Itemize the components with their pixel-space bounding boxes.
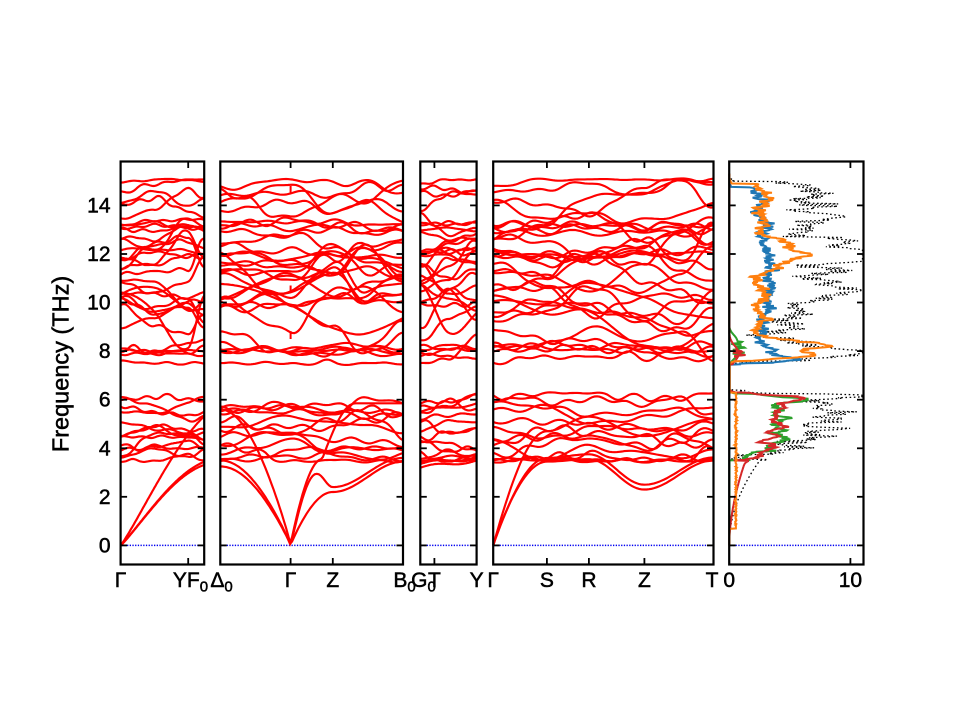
svg-text:10: 10 (839, 569, 862, 592)
svg-text:Γ: Γ (285, 569, 297, 592)
svg-text:Frequency (THz): Frequency (THz) (48, 276, 74, 452)
svg-text:R: R (581, 569, 596, 592)
svg-text:12: 12 (87, 243, 110, 266)
svg-text:8: 8 (99, 340, 111, 363)
svg-text:T: T (428, 569, 441, 592)
svg-text:2: 2 (99, 486, 111, 509)
svg-text:6: 6 (99, 389, 111, 412)
svg-text:Γ: Γ (115, 569, 127, 592)
svg-text:Y: Y (470, 569, 484, 592)
svg-text:14: 14 (87, 194, 111, 217)
svg-text:YF0: YF0 (173, 569, 208, 596)
svg-text:Z: Z (638, 569, 651, 592)
svg-text:T: T (706, 569, 719, 592)
svg-text:Z: Z (326, 569, 339, 592)
svg-text:10: 10 (87, 292, 110, 315)
svg-text:0: 0 (99, 534, 111, 557)
svg-text:0: 0 (723, 569, 735, 592)
svg-text:S: S (540, 569, 554, 592)
svg-text:Γ: Γ (487, 569, 499, 592)
svg-text:4: 4 (99, 437, 111, 460)
